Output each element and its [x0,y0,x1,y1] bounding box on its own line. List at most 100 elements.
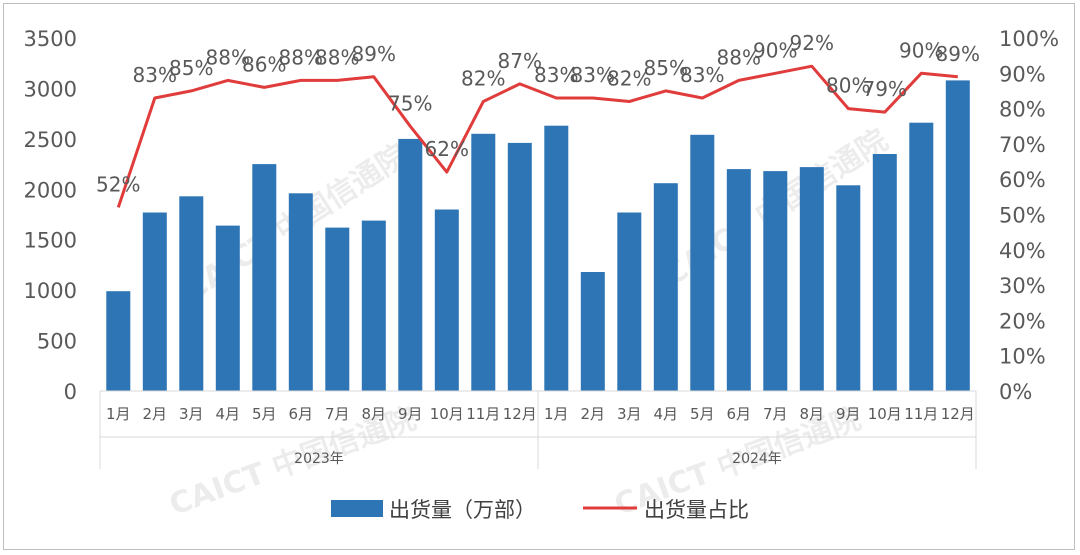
legend: 出货量（万部） 出货量占比 [331,498,749,522]
line-data-label: 88% [206,45,250,69]
bar [617,212,642,391]
line-data-label: 52% [96,172,140,196]
bar [507,142,532,391]
y-tick-label: 500 [37,330,77,354]
line-data-label: 83% [133,63,177,87]
x-tick-label: 3月 [617,405,642,423]
y2-tick-label: 70% [999,133,1046,157]
x-tick-label: 12月 [941,405,975,423]
y2-tick-label: 60% [999,168,1046,192]
y-tick-label: 0 [64,380,77,404]
line-data-label: 79% [863,77,907,101]
y-tick-label: 1000 [24,279,77,303]
line-data-label: 75% [388,91,432,115]
line-data-label: 88% [717,45,761,69]
line-data-label: 85% [169,56,213,80]
x-tick-label: 11月 [466,405,500,423]
y2-tick-label: 10% [999,345,1046,369]
x-tick-label: 8月 [361,405,386,423]
line-data-label: 82% [461,67,505,91]
y2-tick-label: 100% [999,27,1059,51]
bar [325,227,350,391]
share-line [116,64,958,208]
line-series [116,64,958,208]
y2-tick-label: 80% [999,98,1046,122]
x-tick-label: 12月 [503,405,537,423]
line-data-label: 62% [425,137,469,161]
y-tick-label: 2000 [24,178,77,202]
left-axis-ticks: 0 500 1000 1500 2000 2500 3000 3500 [24,27,77,404]
line-data-label: 88% [279,45,323,69]
line-data-label: 86% [242,52,286,76]
bar [872,154,897,391]
bar [252,164,277,391]
x-tick-label: 4月 [653,405,678,423]
x-tick-label: 6月 [726,405,751,423]
x-tick-label: 1月 [544,405,569,423]
bar [434,209,459,391]
x-tick-label: 8月 [799,405,824,423]
bar [106,291,131,391]
line-data-labels: 52%83%85%88%86%88%88%89%75%62%82%87%83%8… [96,31,980,196]
bar [580,272,605,391]
bar [142,212,167,391]
bar [653,183,678,391]
line-data-label: 90% [753,38,797,62]
y-tick-label: 1500 [24,229,77,253]
x-tick-label: 2月 [580,405,605,423]
bar [836,185,861,391]
line-data-label: 82% [607,67,651,91]
y-tick-label: 3000 [24,77,77,101]
legend-line-label: 出货量占比 [644,498,749,522]
x-tick-label: 10月 [430,405,464,423]
y-tick-label: 3500 [24,27,77,51]
line-data-label: 85% [644,56,688,80]
bar [471,133,496,392]
year-group-label: 2023年 [294,451,344,467]
y-tick-label: 2500 [24,128,77,152]
bar [799,167,824,391]
x-tick-label: 10月 [868,405,902,423]
x-tick-label: 2月 [142,405,167,423]
line-data-label: 88% [315,45,359,69]
legend-bar-label: 出货量（万部） [389,498,536,522]
legend-bar-swatch [331,500,383,517]
y2-tick-label: 0% [999,380,1032,404]
x-tick-label: 7月 [325,405,350,423]
right-axis-ticks: 0% 10% 20% 30% 40% 50% 60% 70% 80% 90% 100% [999,27,1059,404]
y2-tick-label: 50% [999,204,1046,228]
x-tick-label: 9月 [836,405,861,423]
x-tick-label: 3月 [179,405,204,423]
line-data-label: 89% [936,42,980,66]
y2-tick-label: 20% [999,309,1046,333]
bar [288,193,313,391]
bar-series [106,80,970,392]
line-data-label: 83% [680,63,724,87]
x-tick-label: 7月 [763,405,788,423]
x-tick-label: 1月 [106,405,131,423]
line-data-label: 83% [571,63,615,87]
x-tick-label: 5月 [252,405,277,423]
x-tick-label: 5月 [690,405,715,423]
line-data-label: 87% [498,49,542,73]
bar [726,169,751,391]
bar [763,171,788,391]
x-tick-label: 4月 [215,405,240,423]
category-axis-ticks: 1月 2月 3月 4月 5月 6月 7月 8月 9月 10月 11月 12月 1月 2月 3月 4月 5月 6月 7… [106,405,975,423]
x-tick-label: 11月 [904,405,938,423]
bar [215,225,240,391]
y2-tick-label: 90% [999,62,1046,86]
line-data-label: 83% [534,63,578,87]
line-data-label: 90% [899,38,943,62]
line-data-label: 92% [790,31,834,55]
line-data-label: 89% [352,42,396,66]
x-tick-label: 9月 [398,405,423,423]
bar [398,138,423,391]
bar [361,220,386,391]
year-group-label: 2024年 [732,451,782,467]
bar [909,122,934,391]
bar [945,80,970,392]
bar [544,125,569,391]
